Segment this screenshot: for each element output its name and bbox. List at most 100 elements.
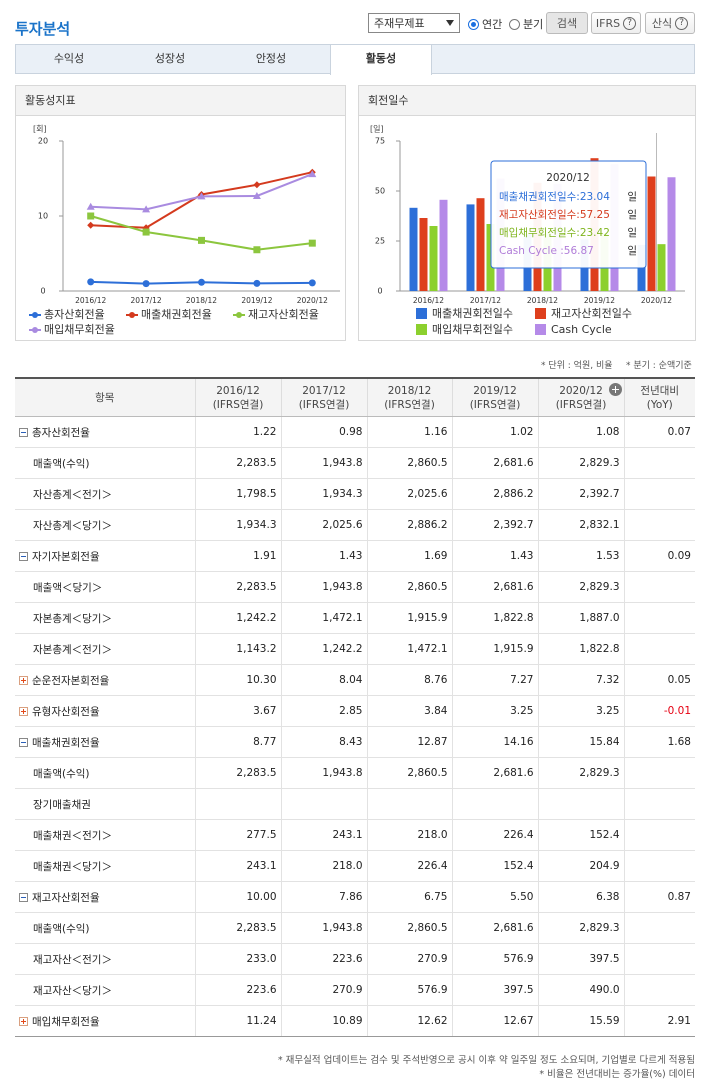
value-cell: 1,143.2: [194, 633, 281, 665]
cell-value: 397.5: [589, 953, 620, 965]
value-cell: 2,829.3: [537, 571, 624, 603]
cell-value: 1,242.2: [236, 612, 277, 624]
cell-value: 7.32: [596, 674, 620, 686]
cell-value: 1,143.2: [236, 643, 277, 655]
value-cell: 1,943.8: [280, 571, 367, 603]
header-top: 전년대비: [640, 384, 680, 397]
tooltip-box: [490, 160, 647, 269]
tooltip-item: 매입채무회전일수:23.42: [499, 226, 610, 239]
value-cell: 2,860.5: [366, 757, 452, 789]
cell-value: 490.0: [589, 984, 620, 996]
cell-value: 2,681.6: [493, 767, 534, 779]
cell-value: 243.1: [332, 829, 363, 841]
value-cell: 243.1: [280, 819, 367, 851]
formula-button[interactable]: 산식?: [645, 12, 695, 34]
radio-dot[interactable]: [509, 18, 520, 30]
value-cell: 218.0: [366, 819, 452, 851]
header-bottom: (IFRS연결): [384, 398, 435, 411]
cell-value: 1,472.1: [322, 612, 363, 624]
cell-value: 2,860.5: [407, 922, 448, 934]
yoy-cell: [623, 912, 695, 944]
row-label-cell: 매출채권＜당기＞: [15, 850, 195, 882]
value-cell: 2,025.6: [280, 509, 367, 541]
value-cell: 7.86: [280, 881, 367, 913]
toggle-icon[interactable]: [19, 552, 28, 561]
column-header: 2020/12 (IFRS연결): [537, 377, 624, 417]
x-tick-label: 2018/12: [527, 296, 558, 305]
value-cell: 223.6: [280, 943, 367, 975]
value-cell: 3.25: [537, 695, 624, 727]
value-cell: 2.85: [280, 695, 367, 727]
yoy-cell: [623, 757, 695, 789]
header-row: 항목 2016/12 (IFRS연결) 2017/12 (IFRS연결) 2018/12(…: [15, 377, 695, 417]
x-tick-label: 2017/12: [470, 296, 501, 305]
value-cell: 2,829.3: [537, 757, 624, 789]
value-cell: 1,822.8: [451, 602, 538, 634]
bar: [439, 199, 448, 291]
toggle-icon[interactable]: [19, 428, 28, 437]
value-cell: 11.24: [194, 1005, 281, 1037]
cell-value: 1,915.9: [407, 612, 448, 624]
cell-value: 576.9: [503, 953, 534, 965]
expand-icon[interactable]: [608, 383, 622, 396]
cell-value: 12.87: [417, 736, 448, 748]
value-cell: 12.62: [366, 1005, 452, 1037]
row-label: 유형자산회전율: [32, 705, 100, 718]
value-cell: 15.59: [537, 1005, 624, 1037]
cell-value: 2,283.5: [236, 922, 277, 934]
cell-value: 6.38: [596, 891, 620, 903]
toggle-icon[interactable]: [19, 893, 28, 902]
cell-value: 1,934.3: [236, 519, 277, 531]
tab[interactable]: 성장성: [154, 52, 186, 65]
header-bottom: (IFRS연결): [212, 398, 264, 411]
cell-value: 270.9: [332, 984, 363, 996]
value-cell: 270.9: [366, 943, 452, 975]
toggle-icon[interactable]: [19, 707, 28, 716]
y-tick-label: 50: [375, 187, 385, 196]
row-label-cell: 매출액＜당기＞: [15, 571, 195, 603]
value-cell: 15.84: [537, 726, 624, 758]
point: [253, 181, 261, 189]
cell-value: 277.5: [246, 829, 277, 841]
tab[interactable]: 활동성: [330, 44, 432, 75]
footnote: * 재무실적 업데이트는 검수 및 주석반영으로 공시 이후 약 일주일 정도 …: [277, 1055, 695, 1066]
table-row: 매입채무회전율 11.24 10.89 12.62 12.67 15.59 2.91: [15, 1005, 695, 1037]
cell-value: 1,915.9: [493, 643, 534, 655]
value-cell: 0.98: [280, 416, 367, 448]
ifrs-button[interactable]: IFRS?: [591, 12, 641, 34]
point: [197, 192, 206, 200]
row-label: 총자산회전율: [32, 426, 90, 439]
legend-label: 총자산회전율: [44, 308, 105, 321]
yoy-value: -0.01: [663, 705, 691, 717]
radio-dot[interactable]: [468, 18, 479, 30]
yoy-cell: [623, 974, 695, 1006]
toggle-icon[interactable]: [19, 1017, 28, 1026]
value-cell: 14.16: [451, 726, 538, 758]
table-row: 재고자산회전율 10.00 7.86 6.75 5.50 6.38 0.87: [15, 881, 695, 913]
statement-select[interactable]: 주재무제표: [368, 13, 460, 33]
cell-value: 233.0: [246, 953, 277, 965]
value-cell: 2,283.5: [194, 447, 281, 479]
point: [198, 236, 205, 244]
tab[interactable]: 수익성: [53, 52, 85, 65]
cell-value: 2,681.6: [493, 922, 534, 934]
value-cell: 5.50: [451, 881, 538, 913]
value-cell: 152.4: [537, 819, 624, 851]
radio-quarter[interactable]: 분기: [509, 16, 543, 32]
x-tick-label: 2016/12: [413, 296, 444, 305]
panel-header: [15, 85, 346, 116]
row-label-cell: 자본총계＜전기＞: [15, 633, 195, 665]
radio-annual[interactable]: 연간: [468, 16, 502, 32]
search-button[interactable]: 검색: [546, 12, 588, 34]
toggle-icon[interactable]: [19, 738, 28, 747]
value-cell: 223.6: [194, 974, 281, 1006]
row-label-cell: 자본총계＜당기＞: [15, 602, 195, 634]
legend-swatch: [535, 308, 546, 319]
legend-swatch: [416, 324, 427, 335]
footnote: * 비율은 전년대비는 증가율(%) 데이터: [539, 1069, 695, 1080]
toggle-icon[interactable]: [19, 676, 28, 685]
header-bottom: (IFRS연결): [555, 398, 607, 411]
cell-value: 0.98: [339, 426, 363, 438]
tab[interactable]: 안정성: [255, 52, 287, 65]
